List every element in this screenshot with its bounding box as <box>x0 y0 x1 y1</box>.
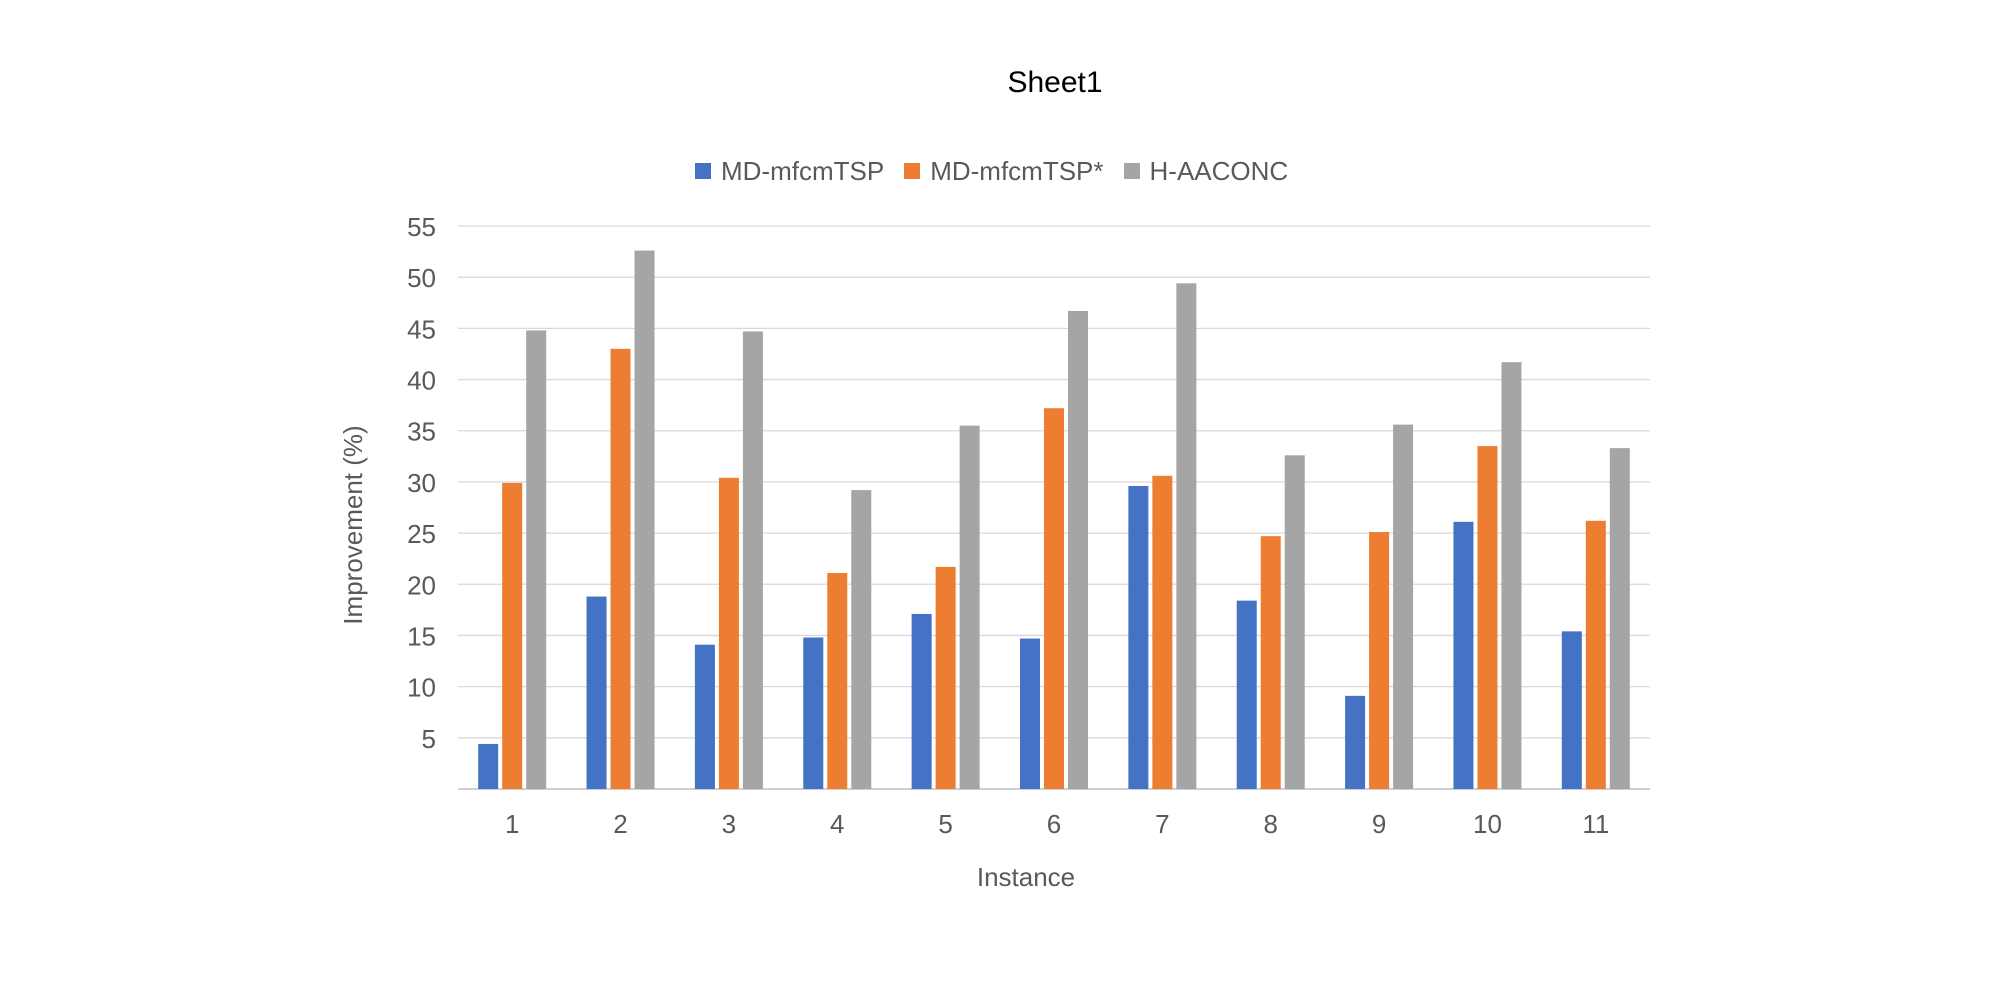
legend-swatch-h-aaconc <box>1123 163 1140 179</box>
x-tick-label: 8 <box>1263 809 1277 839</box>
y-axis-title: Improvement (%) <box>338 425 368 624</box>
chart-title: Sheet1 <box>1007 66 1103 99</box>
bar-md-mfcmtsp-11 <box>1561 631 1582 789</box>
x-tick-label: 10 <box>1473 809 1502 839</box>
bar-md-mfcmtsp-4 <box>827 573 848 789</box>
bar-md-mfcmtsp-9 <box>1345 695 1366 789</box>
y-tick-label: 10 <box>407 673 436 703</box>
bar-h-aaconc-4 <box>851 490 872 789</box>
y-tick-label: 20 <box>407 570 436 600</box>
legend-item-h-aaconc: H-AACONC <box>1123 155 1289 187</box>
y-tick-label: 50 <box>407 263 436 293</box>
legend-swatch-md-mfcmtsp-star <box>904 163 921 179</box>
bar-h-aaconc-1 <box>526 330 547 789</box>
bar-md-mfcmtsp-10 <box>1453 521 1474 789</box>
bar-md-mfcmtsp-5 <box>935 566 956 789</box>
x-tick-label: 7 <box>1155 809 1169 839</box>
bar-md-mfcmtsp-7 <box>1128 486 1149 789</box>
y-tick-label: 55 <box>407 212 436 242</box>
legend-label-md-mfcmtsp-star: MD-mfcmTSP* <box>930 155 1104 186</box>
legend-item-md-mfcmtsp-star: MD-mfcmTSP* <box>904 155 1104 187</box>
y-tick-label: 40 <box>407 366 436 396</box>
x-tick-label: 3 <box>722 809 736 839</box>
bar-h-aaconc-9 <box>1393 424 1414 789</box>
bar-h-aaconc-2 <box>634 250 655 790</box>
x-axis-title: Instance <box>977 862 1075 892</box>
x-tick-label: 2 <box>613 809 627 839</box>
legend-label-h-aaconc: H-AACONC <box>1149 155 1289 186</box>
legend-label-md-mfcmtsp: MD-mfcmTSP <box>721 155 885 186</box>
bar-md-mfcmtsp-3 <box>694 644 715 789</box>
bar-md-mfcmtsp-3 <box>718 477 739 789</box>
y-tick-label: 30 <box>407 468 436 498</box>
y-tick-label: 35 <box>407 417 436 447</box>
legend-swatch-md-mfcmtsp <box>695 163 711 179</box>
x-tick-label: 6 <box>1047 809 1061 839</box>
x-tick-label: 4 <box>830 809 844 839</box>
bar-md-mfcmtsp-5 <box>911 613 932 789</box>
y-tick-label: 25 <box>407 519 436 549</box>
bar-md-mfcmtsp-1 <box>502 482 523 789</box>
x-tick-label: 5 <box>938 809 952 839</box>
y-tick-label: 5 <box>422 724 436 754</box>
bar-md-mfcmtsp-8 <box>1236 600 1257 789</box>
x-tick-label: 9 <box>1372 809 1386 839</box>
bar-md-mfcmtsp-1 <box>478 743 499 789</box>
bar-md-mfcmtsp-11 <box>1585 520 1606 789</box>
bar-h-aaconc-10 <box>1501 362 1522 789</box>
bar-md-mfcmtsp-9 <box>1369 532 1390 789</box>
bar-h-aaconc-6 <box>1068 310 1088 789</box>
bar-md-mfcmtsp-6 <box>1020 638 1040 789</box>
bar-md-mfcmtsp-7 <box>1152 475 1173 789</box>
bar-md-mfcmtsp-8 <box>1260 536 1281 789</box>
bar-md-mfcmtsp-2 <box>586 596 607 789</box>
bar-md-mfcmtsp-10 <box>1477 446 1498 789</box>
x-tick-label: 1 <box>505 809 519 839</box>
legend-item-md-mfcmtsp: MD-mfcmTSP <box>695 156 884 187</box>
bar-md-mfcmtsp-4 <box>803 637 824 789</box>
bar-md-mfcmtsp-6 <box>1044 408 1064 789</box>
legend: MD-mfcmTSP MD-mfcmTSP* H-AACONC <box>695 155 1288 187</box>
bar-h-aaconc-3 <box>742 331 763 789</box>
bar-md-mfcmtsp-2 <box>610 348 631 789</box>
x-tick-label: 11 <box>1582 809 1609 839</box>
bar-h-aaconc-5 <box>959 425 980 789</box>
bar-h-aaconc-8 <box>1284 455 1305 789</box>
y-tick-label: 45 <box>407 314 436 344</box>
bar-h-aaconc-11 <box>1609 448 1630 789</box>
bar-h-aaconc-7 <box>1176 283 1197 789</box>
y-tick-label: 15 <box>407 621 436 651</box>
